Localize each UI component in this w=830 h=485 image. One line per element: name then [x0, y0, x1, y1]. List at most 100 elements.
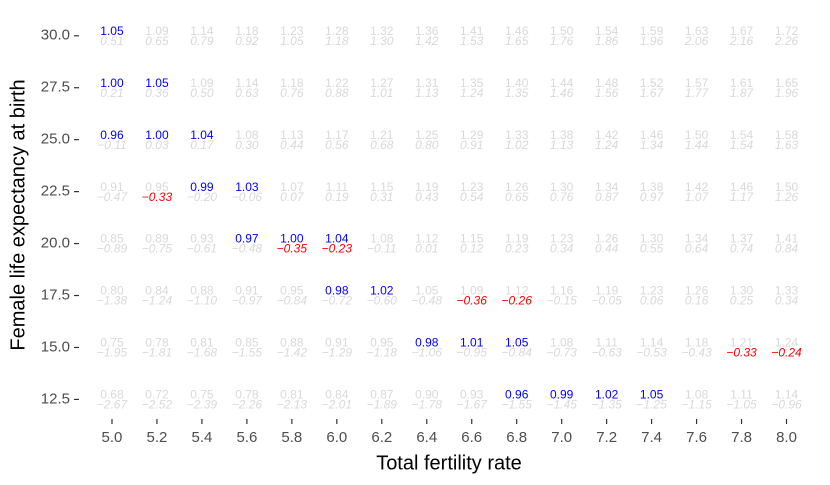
cell-top-label: 1.23	[460, 180, 484, 194]
cell-bottom-label: 0.68	[370, 138, 394, 152]
cell-bottom-label: 1.30	[370, 34, 394, 48]
cell-bottom-label: 0.21	[100, 86, 123, 100]
y-tick-label: 17.5	[41, 286, 70, 303]
cell-bottom-label: −0.11	[367, 242, 396, 256]
cell-bottom-label: −1.45	[546, 398, 577, 412]
cell-top-label: 1.07	[280, 180, 304, 194]
cell-bottom-label: 0.43	[415, 190, 439, 204]
x-tick-label: 5.2	[147, 429, 168, 446]
cell-bottom-label: −0.11	[97, 138, 126, 152]
cell-top-label: 1.15	[460, 232, 484, 246]
cell-bottom-label: −0.48	[412, 294, 443, 308]
cell-bottom-label: −2.39	[187, 398, 218, 412]
cell-bottom-label: −0.47	[97, 190, 129, 204]
cell-top-label: 1.02	[370, 284, 394, 298]
x-tick-label: 7.8	[731, 429, 752, 446]
y-axis-title: Female life expectancy at birth	[7, 79, 29, 350]
cell-bottom-label: 0.34	[550, 242, 574, 256]
cell-bottom-label: 1.67	[640, 86, 665, 100]
cell-bottom-label: 0.30	[235, 138, 259, 152]
cell-bottom-label: −0.53	[636, 346, 667, 360]
cell-top-label: 1.08	[685, 388, 709, 402]
cell-top-label: 1.09	[460, 284, 484, 298]
cell-top-label: 1.31	[415, 76, 439, 90]
cell-bottom-label: 0.17	[190, 138, 215, 152]
cell-top-label: 0.80	[100, 284, 124, 298]
cell-bottom-label: −1.29	[322, 346, 353, 360]
cell-top-label: 0.99	[550, 388, 574, 402]
cell-bottom-label: 0.16	[685, 294, 709, 308]
cell-bottom-label: 0.65	[505, 190, 529, 204]
cell-bottom-label: −0.72	[322, 294, 353, 308]
cell-bottom-label: 0.12	[460, 242, 484, 256]
cell-top-label: 1.00	[280, 232, 304, 246]
cell-top-label: 1.72	[775, 24, 799, 38]
cell-top-label: 1.05	[145, 76, 169, 90]
cell-bottom-label: 1.13	[415, 86, 439, 100]
cell-bottom-label: 0.01	[415, 242, 438, 256]
cell-bottom-label: −1.67	[457, 398, 489, 412]
cell-bottom-label: 0.55	[640, 242, 664, 256]
x-tick-label: 6.8	[506, 429, 527, 446]
cell-top-label: 1.05	[505, 336, 529, 350]
cell-top-label: 0.91	[235, 284, 259, 298]
cell-bottom-label: −0.43	[681, 346, 712, 360]
cell-top-label: 1.46	[505, 24, 529, 38]
cell-top-label: 0.84	[325, 388, 349, 402]
cell-top-label: 0.91	[100, 180, 124, 194]
cell-bottom-label: 0.56	[325, 138, 349, 152]
cell-bottom-label: −1.06	[412, 346, 443, 360]
cell-bottom-label: 1.24	[595, 138, 619, 152]
cell-top-label: 1.14	[640, 336, 664, 350]
cell-top-label: 1.52	[640, 76, 664, 90]
cell-bottom-label: −0.36	[457, 294, 488, 308]
cell-bottom-label: 0.80	[415, 138, 439, 152]
cell-top-label: 1.08	[370, 232, 394, 246]
cell-bottom-label: 0.44	[280, 138, 304, 152]
cell-top-label: 0.75	[100, 336, 124, 350]
cell-top-label: 1.19	[505, 232, 529, 246]
cell-top-label: 1.09	[145, 24, 169, 38]
cell-top-label: 1.19	[415, 180, 439, 194]
cell-bottom-label: 1.02	[505, 138, 529, 152]
cell-bottom-label: −0.75	[142, 242, 173, 256]
cell-top-label: 0.88	[280, 336, 304, 350]
cell-bottom-label: −1.18	[367, 346, 398, 360]
cell-top-label: 1.34	[595, 180, 619, 194]
cell-bottom-label: 1.42	[415, 34, 439, 48]
cell-top-label: 1.59	[640, 24, 664, 38]
cell-bottom-label: −0.05	[591, 294, 622, 308]
cell-bottom-label: 0.79	[190, 34, 214, 48]
cell-bottom-label: −2.01	[322, 398, 352, 412]
cell-top-label: 1.26	[595, 232, 619, 246]
cell-bottom-label: −1.78	[412, 398, 443, 412]
cell-bottom-label: 0.76	[280, 86, 304, 100]
cell-bottom-label: 1.24	[460, 86, 484, 100]
cell-bottom-label: −0.23	[322, 242, 353, 256]
cell-top-label: 1.26	[505, 180, 529, 194]
cell-top-label: 1.11	[326, 180, 349, 194]
cell-top-label: 0.95	[145, 180, 169, 194]
cell-bottom-label: −0.35	[277, 242, 308, 256]
cell-top-label: 0.84	[145, 284, 169, 298]
cell-bottom-label: −2.52	[142, 398, 173, 412]
cell-bottom-label: 1.35	[505, 86, 529, 100]
cell-top-label: 1.23	[280, 24, 304, 38]
cell-bottom-label: −2.26	[232, 398, 263, 412]
cell-bottom-label: 0.07	[280, 190, 305, 204]
cell-top-label: 0.81	[190, 336, 214, 350]
cell-bottom-label: 1.07	[685, 190, 710, 204]
cell-bottom-label: 0.97	[640, 190, 665, 204]
cell-bottom-label: −1.55	[232, 346, 263, 360]
cell-top-label: 1.19	[595, 284, 619, 298]
cell-bottom-label: 2.06	[684, 34, 709, 48]
cell-top-label: 0.99	[190, 180, 214, 194]
cell-bottom-label: −0.95	[457, 346, 488, 360]
cell-top-label: 1.04	[325, 232, 349, 246]
cell-bottom-label: −0.06	[232, 190, 263, 204]
cell-top-label: 1.38	[640, 180, 664, 194]
cell-top-label: 0.87	[370, 388, 394, 402]
cell-top-label: 1.61	[730, 76, 754, 90]
cell-bottom-label: 0.19	[325, 190, 349, 204]
x-tick-label: 7.2	[596, 429, 617, 446]
